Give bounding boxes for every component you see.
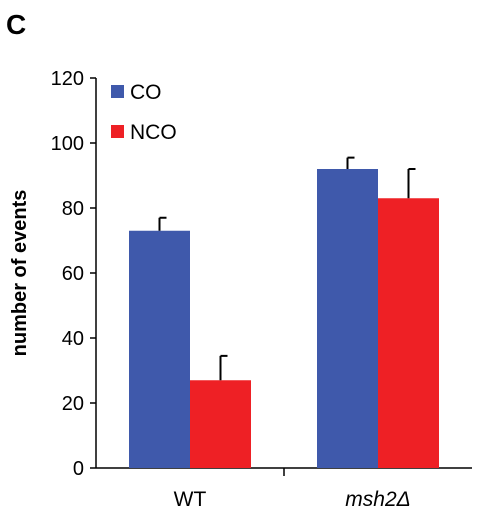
bar-nco-1	[378, 198, 439, 468]
axes: 0 20 40 60 80 100 120	[51, 68, 472, 480]
bar-co-1	[317, 169, 378, 468]
legend: CO NCO	[111, 81, 177, 144]
y-tick-label: 100	[51, 133, 84, 155]
category-label: msh2Δ	[345, 488, 410, 511]
bars: WT msh2Δ	[129, 156, 439, 511]
legend-swatch-nco	[111, 125, 124, 138]
y-tick-label: 80	[62, 198, 84, 220]
y-tick-label: 60	[62, 263, 84, 285]
y-tick-label: 40	[62, 328, 84, 350]
y-tick-label: 0	[73, 458, 84, 480]
legend-label-nco: NCO	[130, 121, 177, 144]
category-label: WT	[174, 488, 207, 511]
y-tick-label: 120	[51, 68, 84, 90]
legend-swatch-co	[111, 85, 124, 98]
y-axis-label: number of events	[9, 190, 31, 357]
bar-nco-0	[190, 380, 251, 468]
legend-label-co: CO	[130, 81, 162, 104]
y-tick-label: 20	[62, 393, 84, 415]
panel-label: C	[6, 9, 26, 40]
bar-co-0	[129, 230, 190, 468]
